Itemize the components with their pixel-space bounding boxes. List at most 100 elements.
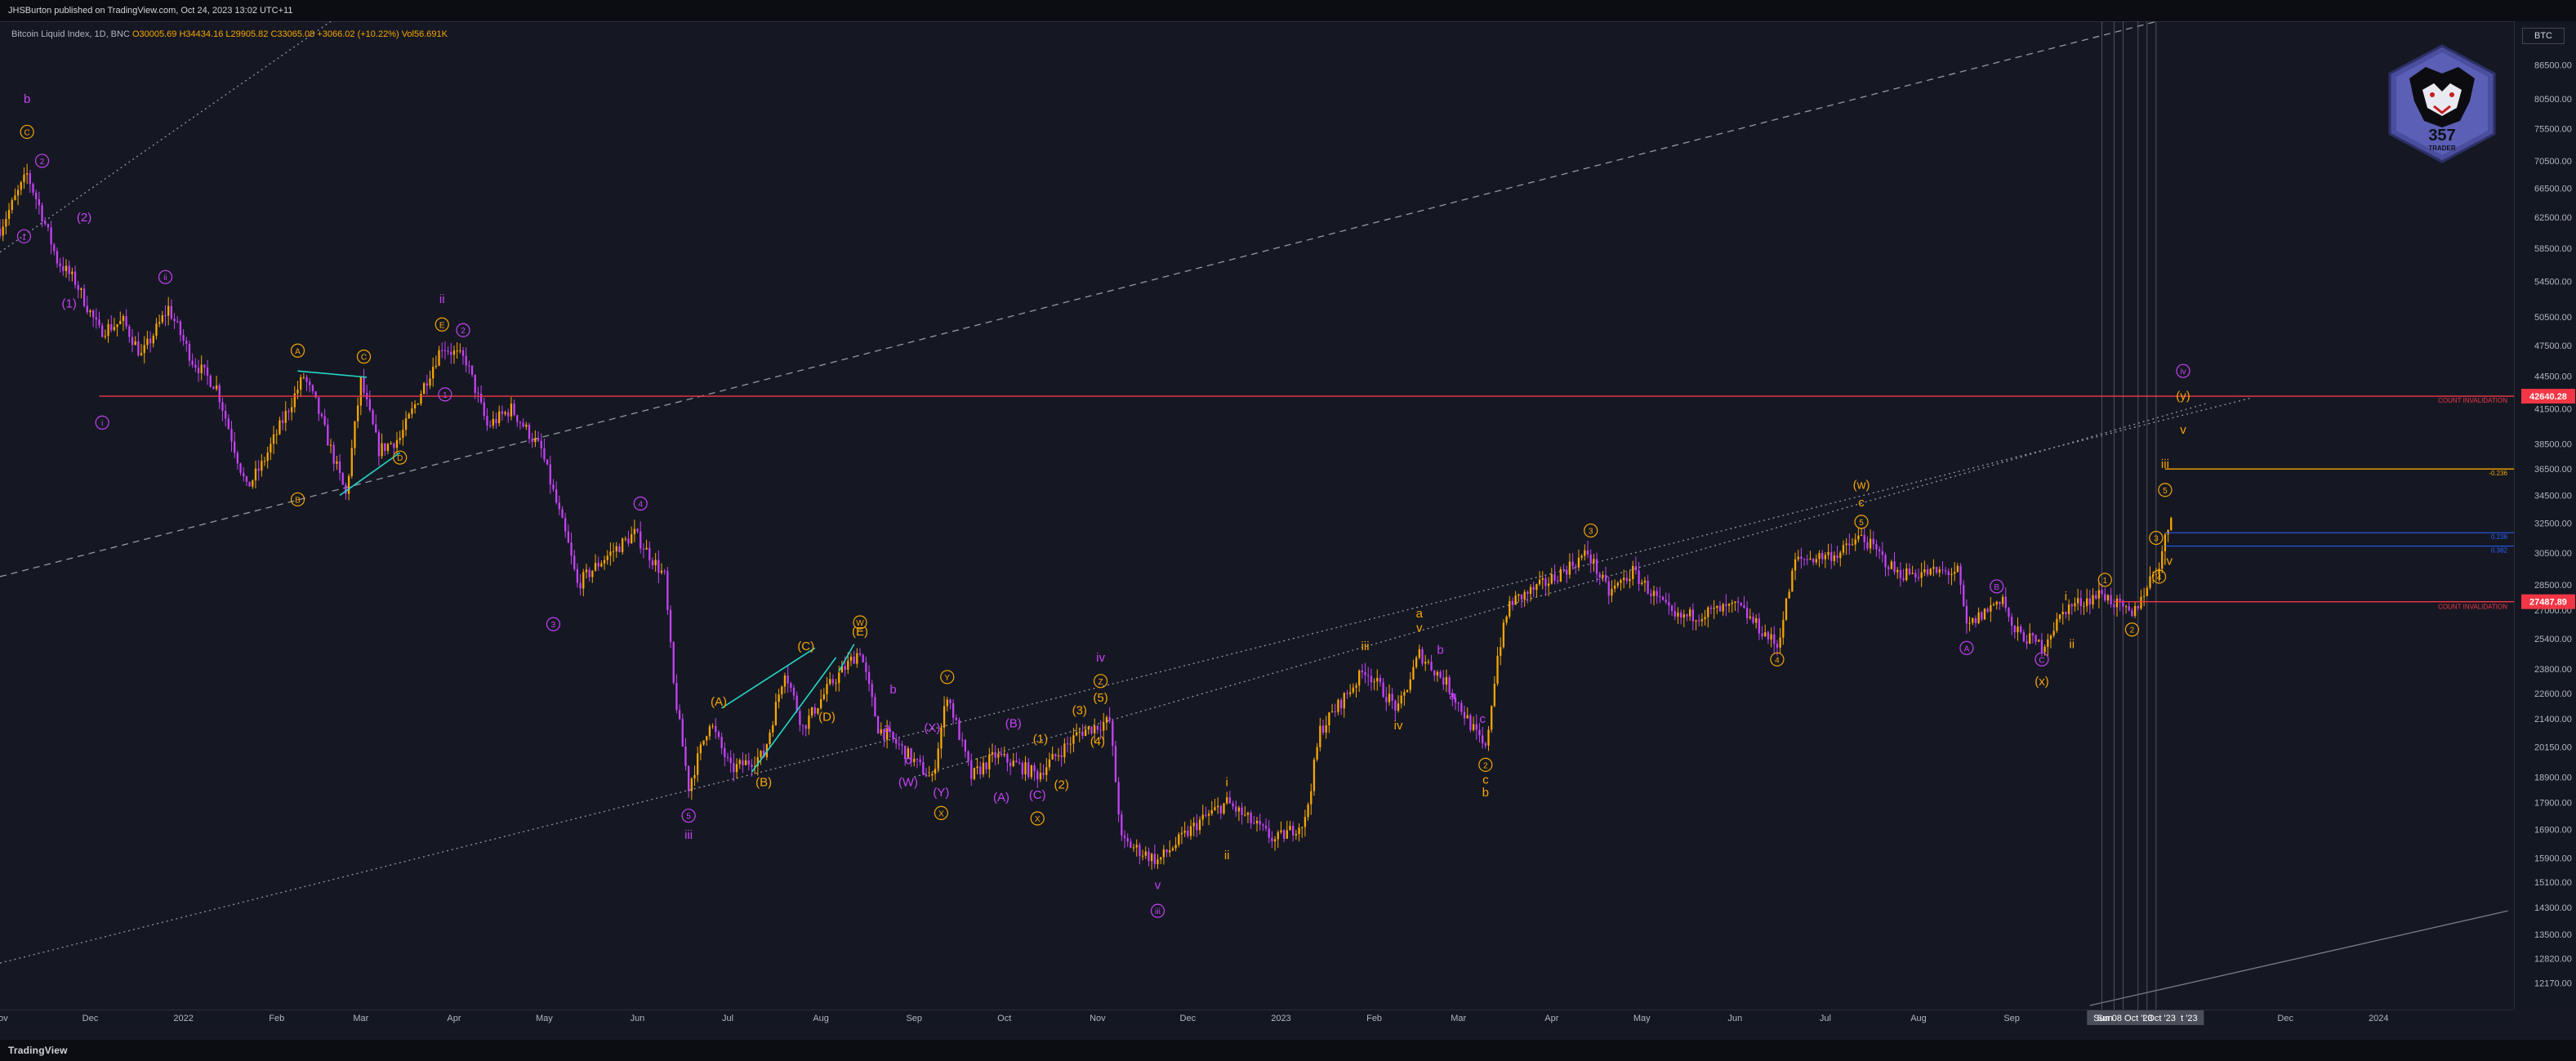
y-tick-label-11: 41500.00 [2534, 405, 2572, 415]
candle-body-546 [1641, 582, 1643, 585]
candle-body-649 [1950, 573, 1953, 575]
candle-body-491 [1475, 724, 1477, 730]
candle-body-28 [82, 288, 86, 306]
candle-body-329 [988, 754, 991, 769]
y-tick-label-4: 66500.00 [2534, 184, 2572, 194]
wave-label-23: (D) [818, 710, 836, 724]
candle-body-181 [543, 448, 546, 460]
y-tick-label-23: 20150.00 [2534, 743, 2572, 753]
candle-body-338 [1015, 760, 1018, 763]
candle-body-126 [377, 432, 381, 457]
candle-body-718 [2158, 568, 2160, 574]
candle-body-121 [363, 377, 365, 394]
level-text-target-236: -0.236 [2489, 470, 2507, 477]
wave-circle-6 [158, 270, 173, 284]
candle-body-659 [1981, 612, 1983, 620]
wave-label-34: (A) [993, 791, 1009, 805]
candle-body-686 [2061, 612, 2064, 615]
candle-body-563 [1691, 609, 1695, 622]
candle-body-273 [819, 698, 822, 709]
candle-body-471 [1415, 658, 1418, 667]
price-chart[interactable]: COUNT INVALIDATION COUNT INVALIDATION -0.2… [0, 21, 2514, 1010]
candle-body-85 [254, 468, 257, 481]
candle-body-583 [1752, 616, 1754, 623]
candle-body-549 [1650, 593, 1652, 596]
candle-body-324 [973, 768, 976, 779]
time-axis[interactable]: Nov Dec 2022 Feb Mar Apr May Jun Jul Aug Sep Oct Nov… [0, 1010, 2514, 1025]
y-tick-label-14: 34500.00 [2534, 491, 2572, 501]
candle-body-661 [1986, 609, 1989, 612]
candle-body-19 [56, 251, 59, 264]
x-highlight-label-2: ! Oct '23 [2142, 1014, 2176, 1023]
candle-body-565 [1698, 620, 1700, 622]
candle-body-374 [1123, 835, 1126, 839]
candle-body-710 [2133, 605, 2137, 617]
wave-circle-7 [95, 415, 109, 430]
candle-body-157 [470, 365, 474, 375]
candle-body-21 [62, 265, 65, 271]
candle-body-704 [2115, 598, 2119, 608]
candle-body-507 [1523, 591, 1526, 600]
wave-label-58: b [1482, 786, 1489, 800]
wave-circle-75 [2158, 483, 2173, 497]
x-tick-label-9: Aug [813, 1014, 829, 1023]
candle-body-238 [715, 725, 717, 733]
candle-body-444 [1334, 711, 1336, 712]
candle-body-657 [1974, 617, 1977, 623]
candle-body-470 [1412, 666, 1415, 680]
wave-label-38: (1) [1033, 733, 1048, 747]
wave-label-47: i [1226, 775, 1228, 789]
candle-body-356 [1069, 743, 1072, 745]
candle-body-227 [681, 719, 684, 747]
candle-body-370 [1112, 720, 1114, 747]
candle-body-713 [2142, 595, 2146, 597]
candle-body-15 [44, 221, 47, 225]
candle-body-280 [840, 666, 844, 673]
candle-body-129 [386, 444, 390, 452]
y-tick-label-32: 12170.00 [2534, 979, 2572, 989]
wave-circle-3 [16, 229, 32, 243]
candle-body-345 [1036, 771, 1039, 780]
wave-label-60: 4 [1775, 656, 1780, 665]
candle-body-68 [203, 364, 206, 368]
channel-line-middle-dashed [0, 21, 2159, 577]
price-axis[interactable]: 86500.00 80500.00 75500.00 70500.00 66500.00… [2514, 21, 2576, 1010]
candle-body-160 [479, 394, 483, 403]
candle-body-715 [2149, 576, 2151, 588]
wave-label-73: 4 [2157, 573, 2162, 582]
tradingview-logo[interactable]: TradingView [8, 1045, 68, 1056]
candle-body-225 [675, 683, 678, 711]
candle-body-232 [697, 753, 699, 775]
candle-body-478 [1436, 671, 1439, 675]
candle-body-529 [1589, 554, 1592, 564]
candle-body-114 [341, 473, 344, 485]
currency-label[interactable]: BTC [2522, 28, 2565, 44]
candle-body-116 [347, 475, 350, 494]
candle-body-159 [477, 393, 479, 395]
candle-body-702 [2110, 595, 2112, 604]
candle-body-206 [618, 546, 621, 553]
candle-body-641 [1926, 569, 1929, 575]
candle-body-80 [239, 463, 242, 473]
y-tick-label-27: 15900.00 [2534, 854, 2572, 863]
candle-body-484 [1454, 698, 1457, 703]
y-tick-label-3: 70500.00 [2534, 157, 2572, 167]
candle-body-371 [1114, 746, 1117, 782]
candle-body-450 [1352, 687, 1354, 693]
candle-body-642 [1929, 568, 1932, 575]
candle-body-315 [946, 699, 948, 707]
candle-body-265 [796, 695, 798, 711]
candle-body-4 [11, 199, 13, 210]
candle-body-240 [720, 737, 723, 748]
y-tick-label-29: 14300.00 [2534, 903, 2572, 913]
candle-body-381 [1144, 851, 1147, 856]
candle-body-543 [1632, 565, 1634, 579]
y-tick-label-10: 44500.00 [2534, 372, 2572, 382]
candle-body-176 [528, 425, 531, 439]
candle-body-254 [763, 751, 765, 758]
candle-body-496 [1491, 706, 1493, 730]
candle-body-222 [666, 571, 669, 610]
candle-body-161 [483, 402, 485, 417]
candle-body-102 [305, 377, 308, 382]
wave-circle-79 [2176, 363, 2190, 378]
